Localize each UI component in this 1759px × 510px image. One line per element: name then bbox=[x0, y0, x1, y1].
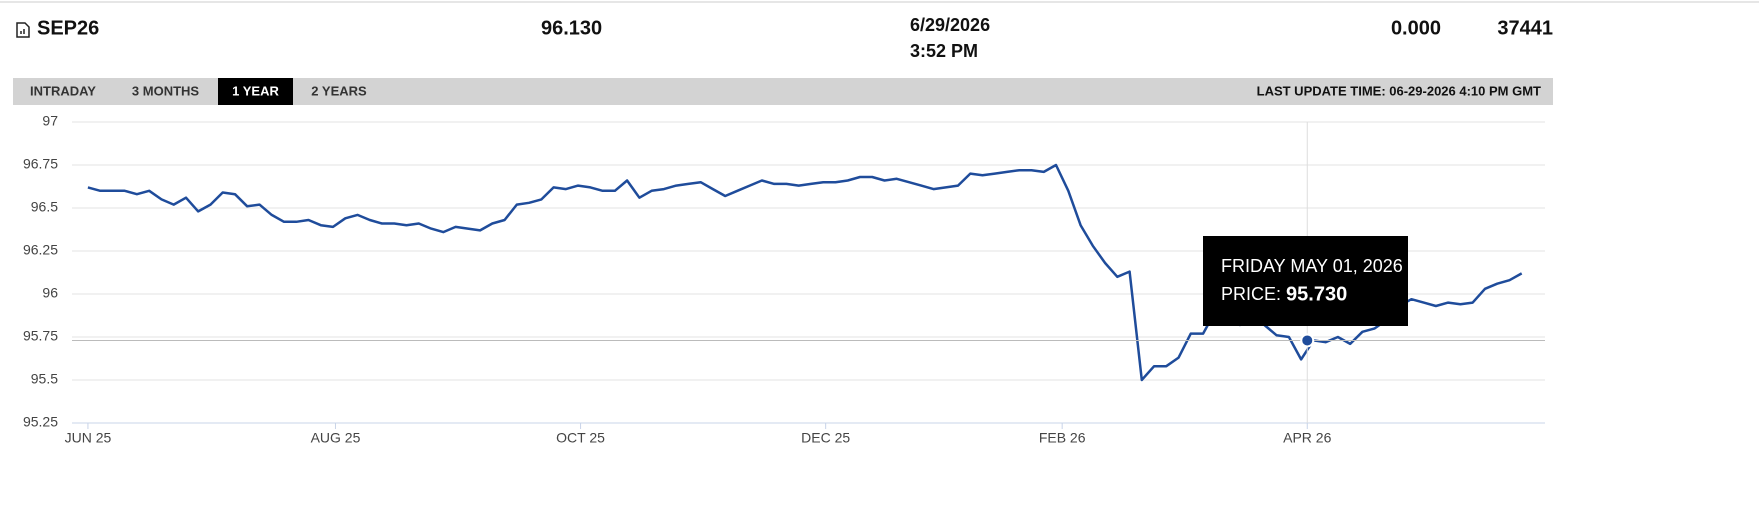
tab-active-bg[interactable] bbox=[218, 78, 293, 105]
y-tick-label: 96.75 bbox=[23, 156, 58, 172]
tooltip-price-label: PRICE: bbox=[1221, 284, 1281, 304]
x-tick-label: APR 26 bbox=[1283, 430, 1331, 446]
tab-label[interactable]: 2 YEARS bbox=[311, 83, 367, 98]
x-tick-label: JUN 25 bbox=[65, 430, 112, 446]
tab[interactable]: INTRADAY bbox=[30, 83, 96, 98]
y-tick-label: 95.75 bbox=[23, 328, 58, 344]
hover-point bbox=[1300, 333, 1315, 348]
change: 0.000 bbox=[1391, 17, 1441, 39]
tab[interactable]: 1 YEAR bbox=[218, 78, 293, 105]
file-icon bbox=[16, 22, 30, 38]
y-tick-label: 97 bbox=[42, 113, 58, 129]
tooltip-price: 95.730 bbox=[1286, 283, 1347, 305]
last-update: LAST UPDATE TIME: 06-29-2026 4:10 PM GMT bbox=[1257, 83, 1541, 98]
symbol: SEP26 bbox=[37, 17, 99, 39]
price-line bbox=[87, 163, 1523, 382]
tab[interactable]: 3 MONTHS bbox=[132, 83, 200, 98]
time: 3:52 PM bbox=[910, 41, 978, 61]
price: 96.130 bbox=[541, 17, 602, 39]
tab-label[interactable]: INTRADAY bbox=[30, 83, 96, 98]
y-tick-label: 95.5 bbox=[31, 371, 58, 387]
tooltip-box bbox=[1203, 236, 1408, 326]
tooltip-date: FRIDAY MAY 01, 2026 bbox=[1221, 256, 1403, 276]
x-tick-label: DEC 25 bbox=[801, 430, 850, 446]
x-tick-label: OCT 25 bbox=[556, 430, 605, 446]
y-tick-label: 96.5 bbox=[31, 199, 58, 215]
y-tick-label: 95.25 bbox=[23, 414, 58, 430]
date: 6/29/2026 bbox=[910, 15, 990, 35]
tab-label[interactable]: 3 MONTHS bbox=[132, 83, 200, 98]
x-tick-label: AUG 25 bbox=[311, 430, 361, 446]
tab[interactable]: 2 YEARS bbox=[311, 83, 367, 98]
tab-label[interactable]: 1 YEAR bbox=[232, 83, 279, 98]
y-tick-label: 96.25 bbox=[23, 242, 58, 258]
x-tick-label: FEB 26 bbox=[1039, 430, 1086, 446]
volume: 37441 bbox=[1497, 17, 1553, 39]
y-tick-label: 96 bbox=[42, 285, 58, 301]
